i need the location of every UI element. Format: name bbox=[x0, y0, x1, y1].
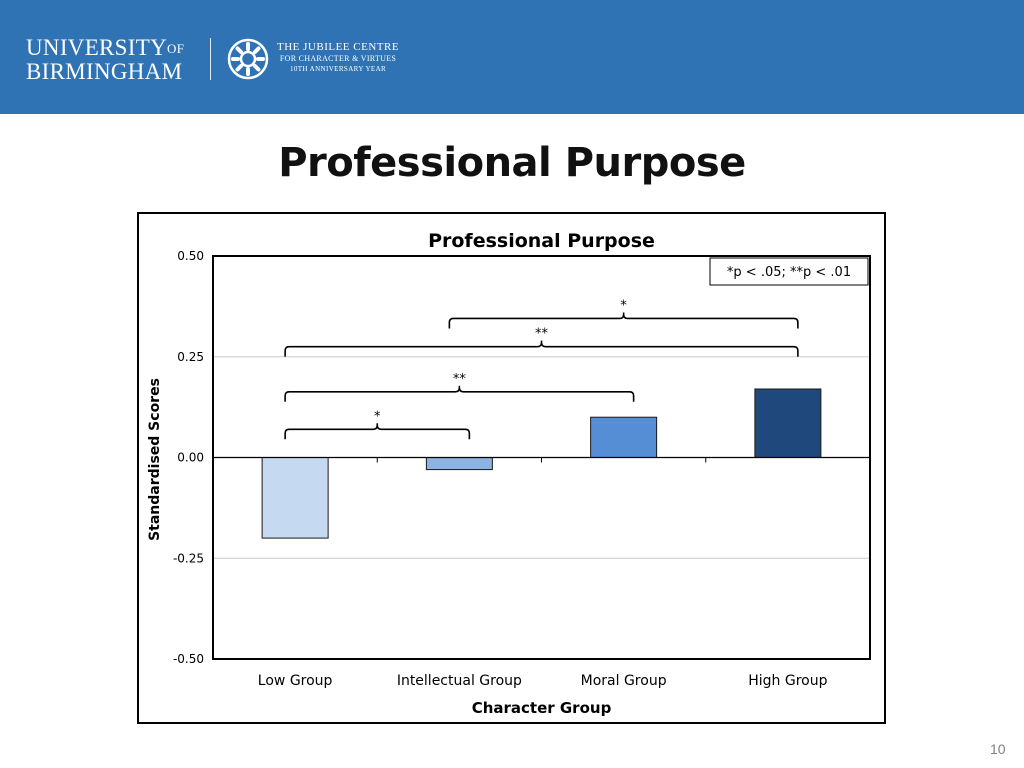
x-axis-label: Character Group bbox=[472, 699, 612, 717]
header-bar: UNIVERSITYOF BIRMINGHAM THE JUBILEE CENT… bbox=[0, 0, 1024, 114]
y-tick-label: 0.25 bbox=[177, 350, 204, 364]
university-logo-of: OF bbox=[167, 41, 185, 56]
jubilee-centre-wordmark: THE JUBILEE CENTRE FOR CHARACTER & VIRTU… bbox=[277, 42, 399, 75]
x-tick-label: Moral Group bbox=[581, 673, 667, 689]
significance-legend-text: *p < .05; **p < .01 bbox=[727, 265, 851, 280]
centre-anniversary: 10TH ANNIVERSARY YEAR bbox=[289, 65, 387, 73]
university-logo-line2: BIRMINGHAM bbox=[26, 59, 183, 84]
bar-high-group bbox=[754, 388, 822, 459]
significance-legend bbox=[709, 257, 869, 286]
y-tick-label: 0.00 bbox=[177, 451, 204, 465]
significance-marker: * bbox=[620, 298, 627, 313]
y-tick-label: -0.25 bbox=[173, 551, 204, 565]
university-logo-line1: UNIVERSITY bbox=[26, 35, 167, 60]
x-tick-label: High Group bbox=[748, 673, 827, 689]
university-logo: UNIVERSITYOF BIRMINGHAM bbox=[26, 36, 184, 84]
chart-frame: Professional Purpose 0.50 0.25 0.00 -0.25 -0.… bbox=[137, 212, 886, 724]
bar-low-group bbox=[261, 457, 329, 539]
bar-chart: Professional Purpose 0.50 0.25 0.00 -0.25 -0.… bbox=[147, 230, 871, 717]
centre-subtitle: FOR CHARACTER & VIRTUES bbox=[279, 54, 397, 63]
bar-moral-group bbox=[590, 416, 658, 458]
significance-bracket bbox=[448, 312, 799, 329]
significance-marker: * bbox=[374, 409, 381, 424]
y-tick-label: -0.50 bbox=[173, 652, 204, 666]
significance-bracket bbox=[284, 423, 471, 440]
significance-bracket bbox=[284, 340, 799, 357]
bar-intellectual-group bbox=[425, 457, 493, 471]
y-axis-label: Standardised Scores bbox=[147, 378, 163, 541]
page-number: 10 bbox=[990, 741, 1006, 757]
significance-marker: ** bbox=[453, 372, 467, 387]
centre-name: THE JUBILEE CENTRE bbox=[277, 41, 400, 53]
slide-title: Professional Purpose bbox=[278, 140, 746, 186]
chart-title: Professional Purpose bbox=[428, 230, 655, 252]
x-tick-label: Low Group bbox=[258, 673, 333, 689]
y-tick-label: 0.50 bbox=[177, 249, 204, 263]
x-tick-label: Intellectual Group bbox=[397, 673, 522, 689]
logo-divider bbox=[210, 38, 211, 80]
significance-marker: ** bbox=[535, 327, 549, 342]
jubilee-centre-emblem-icon bbox=[227, 38, 269, 80]
significance-bracket bbox=[284, 385, 635, 402]
